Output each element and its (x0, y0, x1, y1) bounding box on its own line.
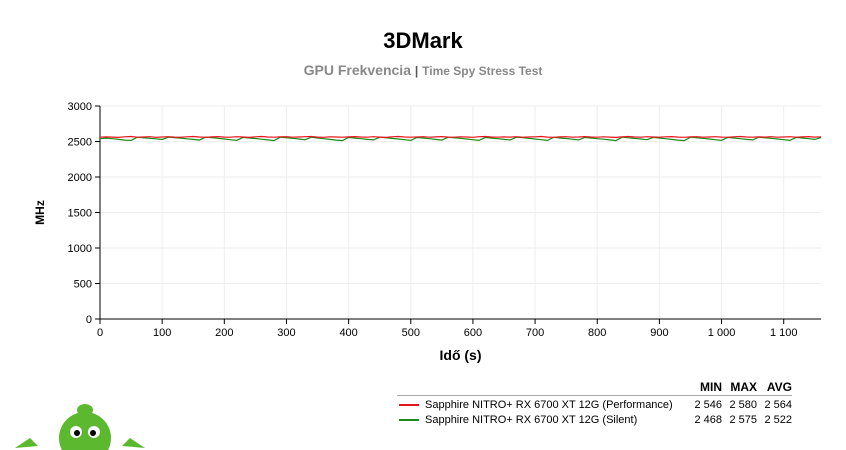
x-tick-label: 900 (650, 327, 668, 339)
legend-header: MIN MAX AVG (397, 380, 792, 396)
legend-label: Sapphire NITRO+ RX 6700 XT 12G (Performa… (425, 398, 673, 411)
series-line (99, 135, 822, 139)
x-tick-label: 1 000 (708, 327, 736, 339)
y-tick-label: 0 (86, 314, 92, 326)
legend-header-min: MIN (700, 380, 722, 394)
mascot-icon (15, 404, 145, 450)
subtitle-test: Time Spy Stress Test (422, 64, 543, 78)
x-tick-label: 1 100 (770, 327, 798, 339)
legend-swatch (399, 418, 419, 421)
x-tick-label: 200 (215, 327, 233, 339)
y-tick-label: 2500 (68, 137, 92, 149)
legend: MIN MAX AVG Sapphire NITRO+ RX 6700 XT 1… (397, 380, 792, 426)
legend-max: 2 580 (729, 398, 757, 411)
x-tick-label: 800 (588, 327, 606, 339)
legend-avg: 2 564 (764, 398, 792, 411)
series-line (99, 136, 822, 142)
x-axis-label: Idő (s) (440, 347, 482, 363)
legend-item: Sapphire NITRO+ RX 6700 XT 12G (Silent) … (397, 413, 792, 426)
chart-title: 3DMark (383, 28, 463, 53)
y-tick-label: 1000 (68, 243, 92, 255)
x-tick-label: 600 (464, 327, 482, 339)
legend-header-avg: AVG (766, 380, 792, 394)
chart-subtitle: GPU Frekvencia | Time Spy Stress Test (0, 62, 846, 78)
legend-min: 2 468 (694, 413, 722, 426)
y-axis-label: MHz (33, 200, 47, 225)
legend-item: Sapphire NITRO+ RX 6700 XT 12G (Performa… (397, 398, 792, 411)
y-tick-label: 500 (74, 279, 92, 291)
y-tick-label: 3000 (68, 101, 92, 113)
x-tick-label: 300 (277, 327, 295, 339)
subtitle-main: GPU Frekvencia (303, 62, 411, 78)
subtitle-separator: | (414, 64, 419, 78)
legend-min: 2 546 (694, 398, 722, 411)
legend-max: 2 575 (729, 413, 757, 426)
legend-label: Sapphire NITRO+ RX 6700 XT 12G (Silent) (425, 413, 638, 426)
x-tick-label: 700 (526, 327, 544, 339)
y-tick-label: 2000 (68, 172, 92, 184)
x-tick-label: 100 (153, 327, 171, 339)
x-tick-label: 0 (97, 327, 103, 339)
legend-swatch (399, 403, 419, 406)
x-tick-label: 500 (402, 327, 420, 339)
legend-header-max: MAX (730, 380, 757, 394)
legend-avg: 2 522 (764, 413, 792, 426)
x-tick-label: 400 (339, 327, 357, 339)
y-tick-label: 1500 (68, 208, 92, 220)
